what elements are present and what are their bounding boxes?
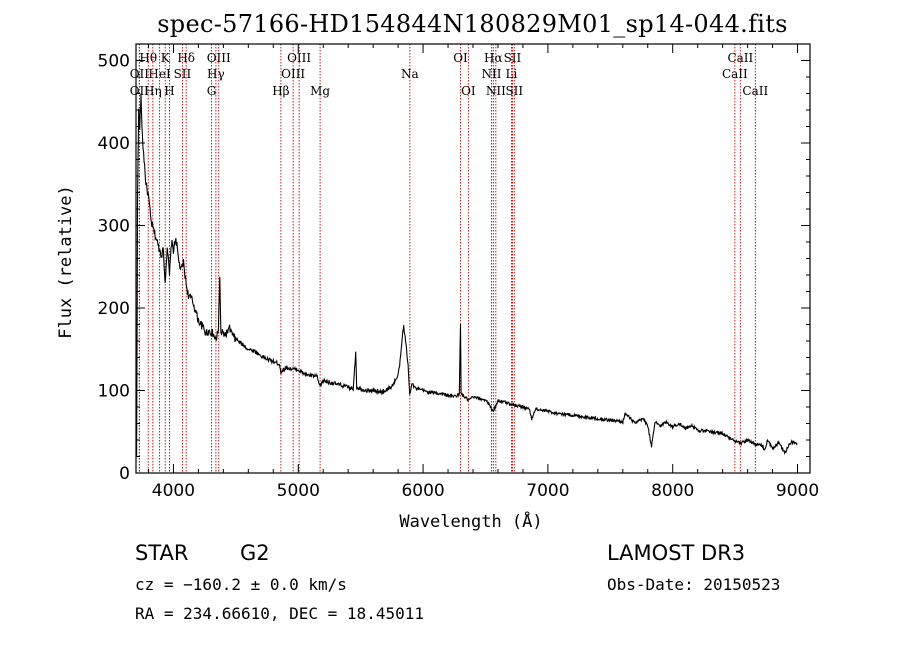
spectrum-line — [135, 93, 798, 457]
line-marker-label: HeI — [148, 67, 171, 81]
line-marker-label: SII — [174, 67, 192, 81]
y-tick-label: 500 — [98, 52, 130, 72]
line-marker-label: OIII — [281, 67, 305, 81]
line-marker-label: K — [161, 51, 171, 65]
x-tick-label: 6000 — [401, 481, 444, 501]
axis-ticks: 4000 5000 6000 7000 8000 9000 0 100 200 300 400 500 — [98, 44, 819, 501]
x-tick-label: 5000 — [277, 481, 320, 501]
line-marker-label: Hα — [484, 51, 503, 65]
object-subclass: G2 — [240, 541, 270, 565]
y-tick-label: 400 — [98, 134, 130, 154]
line-marker-label: NII — [481, 67, 501, 81]
survey-name: LAMOST DR3 — [607, 541, 746, 565]
line-marker-label: H — [164, 84, 174, 98]
x-tick-label: 9000 — [776, 481, 819, 501]
y-tick-label: 200 — [98, 299, 130, 319]
line-marker-label: NII — [486, 84, 506, 98]
line-marker-label: OII — [130, 84, 150, 98]
line-marker-label: OI — [461, 84, 476, 98]
line-marker-label: SII — [504, 51, 522, 65]
line-marker-label: OIII — [207, 51, 231, 65]
line-marker-label: Hδ — [177, 51, 195, 65]
line-marker-label: OI — [453, 51, 468, 65]
line-marker-label: Hη — [144, 84, 162, 98]
coordinates: RA = 234.66610, DEC = 18.45011 — [135, 604, 424, 623]
line-marker-label: CaII — [727, 51, 753, 65]
plot-frame — [135, 43, 811, 474]
line-marker-label: OII — [130, 67, 150, 81]
x-axis-label: Wavelength (Å) — [399, 512, 543, 532]
line-marker-label: Hθ — [139, 51, 157, 65]
y-tick-label: 0 — [119, 464, 130, 484]
redshift-value: cz = −160.2 ± 0.0 km/s — [135, 575, 347, 594]
line-marker-labels: OIIOIIHθHηHeIKHSIIHδGHγOIIIHβOIIIOIIIMgN… — [130, 51, 769, 98]
y-tick-label: 100 — [98, 382, 130, 402]
line-marker-label: Na — [401, 67, 419, 81]
x-tick-label: 8000 — [651, 481, 694, 501]
object-class: STAR — [135, 541, 189, 565]
y-tick-label: 300 — [98, 217, 130, 237]
line-marker-label: G — [207, 84, 217, 98]
observation-date: Obs-Date: 20150523 — [607, 575, 781, 594]
x-tick-label: 4000 — [152, 481, 195, 501]
line-markers — [138, 44, 756, 473]
y-axis-label: Flux (relative) — [56, 185, 76, 339]
x-tick-label: 7000 — [526, 481, 569, 501]
chart-title: spec-57166-HD154844N180829M01_sp14-044.f… — [157, 10, 788, 38]
line-marker-label: OIII — [287, 51, 311, 65]
line-marker-label: Mg — [310, 84, 330, 98]
line-marker-label: CaII — [742, 84, 768, 98]
line-marker-label: Li — [506, 67, 518, 81]
line-marker-label: SII — [505, 84, 523, 98]
line-marker-label: Hβ — [272, 84, 289, 98]
line-marker-label: Hγ — [207, 67, 225, 81]
line-marker-label: CaII — [722, 67, 748, 81]
